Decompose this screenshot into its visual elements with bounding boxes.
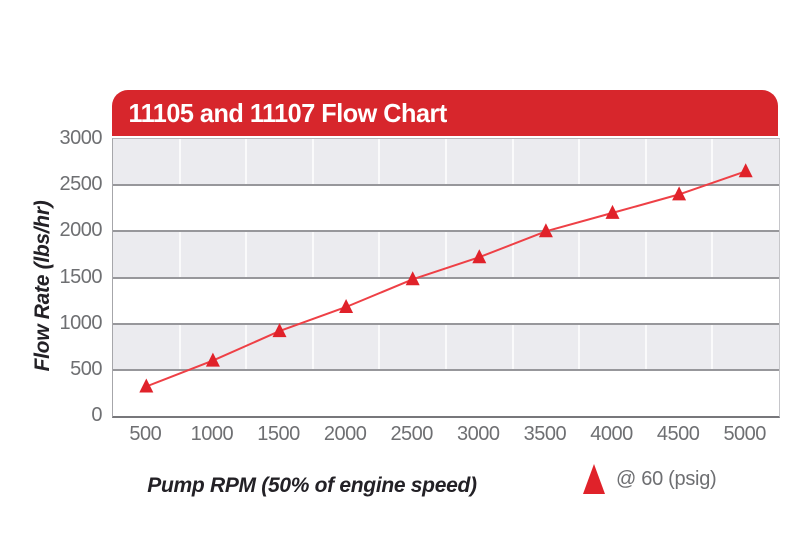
- y-tick-label: 500: [70, 357, 102, 380]
- chart-title: 11105 and 11107 Flow Chart: [128, 98, 447, 128]
- x-tick-label: 4500: [656, 423, 700, 445]
- x-tick-label: 3500: [523, 423, 567, 445]
- y-tick-label: 2500: [59, 173, 103, 196]
- data-point-marker: [139, 378, 154, 393]
- x-tick-label: 2000: [323, 423, 367, 445]
- y-tick-label: 2000: [59, 219, 103, 242]
- y-tick-label: 1000: [59, 311, 103, 334]
- x-tick-label: 4000: [590, 423, 633, 445]
- data-point-marker: [405, 271, 420, 286]
- y-axis-title: Flow Rate (lbs/hr): [31, 200, 54, 372]
- horizontal-gridline: [113, 230, 779, 233]
- data-point-marker: [538, 223, 553, 238]
- x-tick-label: 500: [129, 423, 162, 445]
- x-tick-label: 5000: [723, 423, 766, 445]
- chart-title-banner: 11105 and 11107 Flow Chart: [112, 90, 778, 136]
- y-tick-label: 1500: [59, 265, 103, 288]
- horizontal-gridline: [113, 368, 779, 371]
- data-point-marker: [272, 323, 287, 338]
- data-point-marker: [472, 249, 487, 264]
- triangle-marker-icon: [583, 464, 605, 494]
- legend: @ 60 (psig): [583, 464, 717, 494]
- data-point-marker: [605, 204, 620, 219]
- data-point-marker: [339, 299, 354, 313]
- horizontal-gridline: [113, 322, 779, 325]
- y-tick-label: 3000: [59, 127, 103, 149]
- x-tick-label: 1500: [257, 423, 300, 445]
- horizontal-gridline: [113, 276, 779, 279]
- y-tick-label: 0: [91, 404, 102, 426]
- data-point-marker: [205, 352, 220, 367]
- horizontal-gridline: [113, 184, 779, 187]
- flow-rate-line: [145, 170, 747, 388]
- data-point-marker: [672, 186, 687, 201]
- legend-label: @ 60 (psig): [616, 467, 717, 490]
- series-layer: [139, 163, 753, 393]
- plot-area: [112, 138, 780, 418]
- x-tick-label: 1000: [190, 423, 234, 445]
- x-tick-label: 2500: [390, 423, 433, 445]
- x-tick-label: 3000: [457, 423, 500, 445]
- data-point-marker: [738, 163, 753, 178]
- x-axis-title: Pump RPM (50% of engine speed): [147, 474, 477, 497]
